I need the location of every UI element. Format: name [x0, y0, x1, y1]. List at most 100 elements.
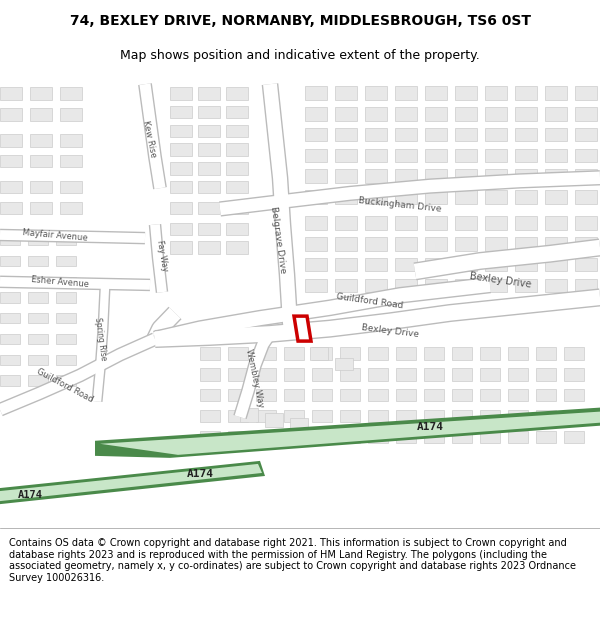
Polygon shape — [425, 237, 447, 251]
Polygon shape — [28, 256, 48, 266]
Polygon shape — [170, 162, 192, 174]
Polygon shape — [56, 334, 76, 344]
Polygon shape — [256, 368, 276, 381]
Polygon shape — [545, 237, 567, 251]
Text: Contains OS data © Crown copyright and database right 2021. This information is : Contains OS data © Crown copyright and d… — [9, 538, 576, 583]
Polygon shape — [368, 410, 388, 422]
Polygon shape — [56, 376, 76, 386]
Polygon shape — [0, 376, 20, 386]
Polygon shape — [545, 107, 567, 121]
Polygon shape — [0, 155, 22, 168]
Polygon shape — [395, 149, 417, 162]
Polygon shape — [0, 277, 20, 287]
Polygon shape — [60, 88, 82, 100]
Polygon shape — [365, 279, 387, 292]
Polygon shape — [564, 348, 584, 360]
Polygon shape — [480, 389, 500, 401]
Text: Bexley Drive: Bexley Drive — [361, 323, 419, 339]
Polygon shape — [312, 410, 332, 422]
Polygon shape — [485, 149, 507, 162]
Polygon shape — [240, 408, 258, 422]
Polygon shape — [30, 88, 52, 100]
Polygon shape — [335, 357, 353, 370]
Polygon shape — [170, 181, 192, 193]
Polygon shape — [335, 128, 357, 141]
Polygon shape — [485, 258, 507, 271]
Polygon shape — [536, 431, 556, 443]
Polygon shape — [480, 368, 500, 381]
Text: Map shows position and indicative extent of the property.: Map shows position and indicative extent… — [120, 49, 480, 62]
Polygon shape — [200, 368, 220, 381]
Polygon shape — [564, 410, 584, 422]
Polygon shape — [305, 279, 327, 292]
Polygon shape — [368, 348, 388, 360]
Polygon shape — [0, 313, 20, 323]
Polygon shape — [198, 106, 220, 119]
Polygon shape — [485, 279, 507, 292]
Polygon shape — [545, 216, 567, 230]
Polygon shape — [425, 149, 447, 162]
Polygon shape — [455, 216, 477, 230]
Polygon shape — [226, 144, 248, 156]
Polygon shape — [305, 190, 327, 204]
Polygon shape — [340, 348, 360, 360]
Polygon shape — [365, 190, 387, 204]
Polygon shape — [424, 348, 444, 360]
Polygon shape — [515, 107, 537, 121]
Polygon shape — [455, 237, 477, 251]
Polygon shape — [485, 107, 507, 121]
Text: Guildford Road: Guildford Road — [336, 292, 404, 311]
Polygon shape — [575, 169, 597, 183]
Polygon shape — [365, 237, 387, 251]
Text: A174: A174 — [17, 490, 43, 500]
Polygon shape — [200, 431, 220, 443]
Polygon shape — [545, 86, 567, 100]
Polygon shape — [452, 348, 472, 360]
Polygon shape — [340, 431, 360, 443]
Text: Mayfair Avenue: Mayfair Avenue — [22, 228, 88, 242]
Polygon shape — [452, 410, 472, 422]
Polygon shape — [226, 88, 248, 100]
Polygon shape — [564, 389, 584, 401]
Polygon shape — [335, 216, 357, 230]
Polygon shape — [424, 410, 444, 422]
Polygon shape — [335, 107, 357, 121]
Polygon shape — [452, 368, 472, 381]
Polygon shape — [575, 86, 597, 100]
Polygon shape — [170, 106, 192, 119]
Polygon shape — [56, 256, 76, 266]
Polygon shape — [455, 128, 477, 141]
Polygon shape — [290, 418, 308, 432]
Polygon shape — [198, 144, 220, 156]
Text: A174: A174 — [187, 469, 214, 479]
Polygon shape — [575, 258, 597, 271]
Polygon shape — [200, 410, 220, 422]
Polygon shape — [284, 410, 304, 422]
Polygon shape — [56, 313, 76, 323]
Polygon shape — [294, 316, 311, 341]
Polygon shape — [335, 237, 357, 251]
Polygon shape — [284, 368, 304, 381]
Polygon shape — [284, 431, 304, 443]
Polygon shape — [226, 202, 248, 214]
Polygon shape — [226, 106, 248, 119]
Polygon shape — [455, 107, 477, 121]
Polygon shape — [395, 258, 417, 271]
Text: Buckingham Drive: Buckingham Drive — [358, 196, 442, 214]
Polygon shape — [56, 235, 76, 246]
Polygon shape — [226, 162, 248, 174]
Polygon shape — [396, 410, 416, 422]
Polygon shape — [335, 279, 357, 292]
Polygon shape — [60, 108, 82, 121]
Polygon shape — [515, 169, 537, 183]
Polygon shape — [395, 279, 417, 292]
Polygon shape — [508, 389, 528, 401]
Polygon shape — [515, 216, 537, 230]
Polygon shape — [284, 348, 304, 360]
Polygon shape — [575, 279, 597, 292]
Polygon shape — [60, 181, 82, 193]
Text: Kew Rise: Kew Rise — [140, 120, 157, 159]
Polygon shape — [305, 258, 327, 271]
Polygon shape — [545, 190, 567, 204]
Polygon shape — [545, 128, 567, 141]
